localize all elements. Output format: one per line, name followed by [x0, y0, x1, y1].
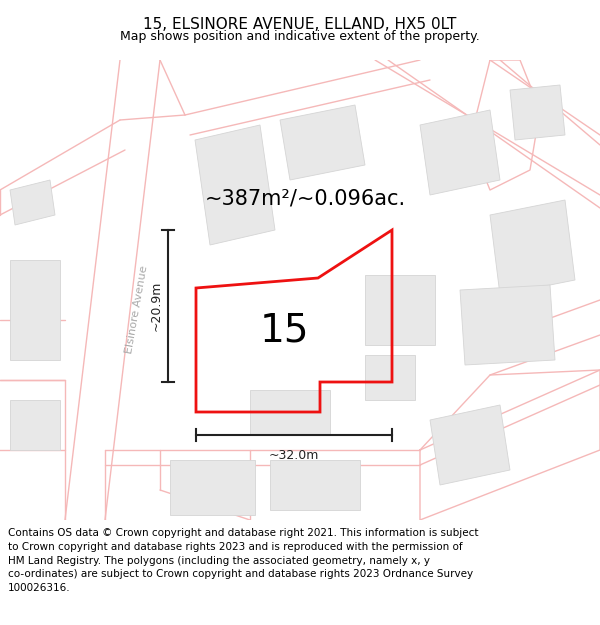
- Polygon shape: [365, 355, 415, 400]
- Polygon shape: [365, 275, 435, 345]
- Text: ~32.0m: ~32.0m: [269, 449, 319, 462]
- Polygon shape: [460, 285, 555, 365]
- Text: Elsinore Avenue: Elsinore Avenue: [124, 265, 149, 355]
- Polygon shape: [170, 460, 255, 515]
- Polygon shape: [420, 110, 500, 195]
- Polygon shape: [250, 390, 330, 435]
- Polygon shape: [195, 125, 275, 245]
- Polygon shape: [490, 200, 575, 295]
- Polygon shape: [10, 180, 55, 225]
- Polygon shape: [430, 405, 510, 485]
- Polygon shape: [280, 105, 365, 180]
- Text: ~20.9m: ~20.9m: [150, 281, 163, 331]
- Text: Map shows position and indicative extent of the property.: Map shows position and indicative extent…: [120, 30, 480, 43]
- Polygon shape: [510, 85, 565, 140]
- Text: Contains OS data © Crown copyright and database right 2021. This information is : Contains OS data © Crown copyright and d…: [8, 528, 478, 592]
- Text: ~387m²/~0.096ac.: ~387m²/~0.096ac.: [205, 188, 406, 208]
- Polygon shape: [10, 260, 60, 360]
- Polygon shape: [10, 400, 60, 450]
- Polygon shape: [270, 460, 360, 510]
- Text: 15: 15: [259, 312, 309, 350]
- Text: 15, ELSINORE AVENUE, ELLAND, HX5 0LT: 15, ELSINORE AVENUE, ELLAND, HX5 0LT: [143, 17, 457, 32]
